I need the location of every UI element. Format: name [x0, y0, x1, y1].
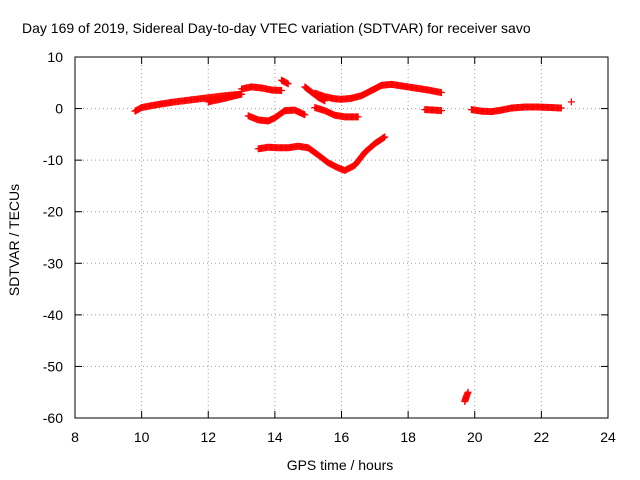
data-point — [278, 87, 286, 95]
y-tick-label: -50 — [43, 358, 63, 374]
y-tick-label: -40 — [43, 307, 63, 323]
data-point — [464, 388, 472, 396]
x-tick-label: 22 — [534, 429, 550, 445]
data-point — [301, 111, 309, 119]
y-tick-label: 10 — [47, 49, 63, 65]
x-tick-label: 16 — [334, 429, 350, 445]
y-tick-labels: 10 0 -10 -20 -30 -40 -50 -60 — [43, 49, 63, 426]
axis-ticks — [74, 56, 609, 419]
y-tick-label: -30 — [43, 255, 63, 271]
data-points — [131, 76, 575, 405]
chart-title: Day 169 of 2019, Sidereal Day-to-day VTE… — [22, 20, 531, 36]
x-tick-label: 8 — [71, 429, 79, 445]
data-point — [437, 107, 445, 115]
x-tick-label: 12 — [200, 429, 216, 445]
y-tick-label: -60 — [43, 410, 63, 426]
y-axis-label: SDTVAR / TECUs — [6, 184, 22, 296]
x-tick-label: 24 — [600, 429, 616, 445]
x-tick-labels: 8 10 12 14 16 18 20 22 24 — [71, 429, 616, 445]
y-tick-label: -20 — [43, 204, 63, 220]
data-point — [354, 113, 362, 121]
data-point — [567, 98, 575, 106]
x-tick-label: 14 — [267, 429, 283, 445]
data-point — [381, 133, 389, 141]
y-tick-label: -10 — [43, 152, 63, 168]
x-tick-label: 20 — [467, 429, 483, 445]
x-tick-label: 10 — [134, 429, 150, 445]
data-point — [380, 134, 388, 142]
x-axis-label: GPS time / hours — [287, 457, 394, 473]
data-point — [437, 89, 445, 97]
data-point — [284, 80, 292, 88]
x-tick-label: 18 — [400, 429, 416, 445]
y-tick-label: 0 — [55, 101, 63, 117]
data-point — [557, 104, 565, 112]
